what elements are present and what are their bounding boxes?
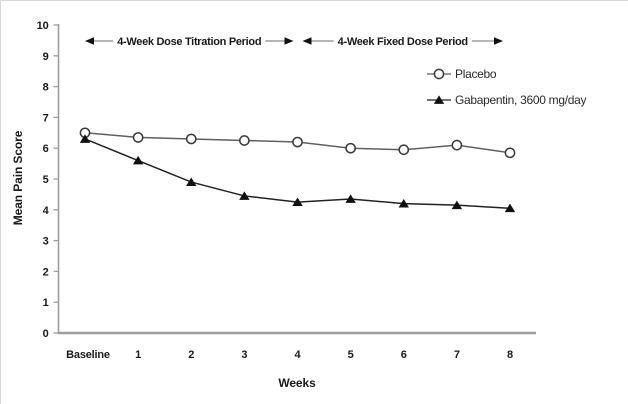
arrow-right-icon [494,37,503,45]
marker-filled-triangle-icon [345,194,356,203]
legend-label: Placebo [455,67,497,81]
legend-label: Gabapentin, 3600 mg/day [455,93,586,107]
x-tick-label: 4 [295,349,302,361]
marker-filled-triangle-icon [292,197,303,206]
marker-open-circle-icon [398,144,410,156]
marker-open-circle-icon [132,132,144,143]
marker-open-circle-icon [451,139,463,151]
y-tick-label: 1 [43,297,49,309]
marker-open-circle-icon [185,133,197,145]
marker-open-circle-icon [292,136,303,148]
y-tick-label: 8 [43,82,49,94]
x-tick-label: Baseline [66,349,110,361]
x-tick-label: 1 [135,349,141,361]
y-tick-label: 7 [43,112,49,124]
marker-filled-triangle-icon [132,155,144,165]
legend-item-placebo: Placebo [427,67,497,81]
marker-filled-triangle-icon [79,134,91,143]
x-tick-label: 2 [188,349,194,361]
legend: Placebo Gabapentin, 3600 mg/day [427,67,587,107]
annotation-label-fixed: 4-Week Fixed Dose Period [338,36,468,48]
series-gabapentin [79,134,516,213]
marker-open-circle-icon [239,135,250,146]
y-tick-label: 6 [43,143,49,155]
y-tick-label: 4 [43,205,50,217]
marker-open-circle-icon [504,147,516,159]
marker-filled-triangle-icon [451,200,463,210]
x-tick-label: 6 [401,349,407,361]
x-tick-label: 8 [507,349,513,361]
marker-open-circle-icon [345,142,356,154]
y-tick-label: 0 [43,328,49,340]
x-axis-title: Weeks [278,376,316,390]
y-tick-label: 2 [43,266,49,278]
arrow-right-icon [284,37,294,45]
marker-filled-triangle-icon [186,177,197,186]
x-tick-label: 3 [241,349,247,361]
annotation-label-titration: 4-Week Dose Titration Period [117,36,261,48]
y-tick-label: 5 [43,174,49,186]
y-tick-label: 3 [43,236,49,248]
y-tick-label: 10 [37,20,49,32]
marker-filled-triangle-icon [504,203,516,213]
annotation-arrow-titration: 4-Week Dose Titration Period [85,34,294,48]
arrow-left-icon [302,37,312,45]
series-placebo [79,127,516,159]
marker-filled-triangle-icon [239,191,250,200]
legend-filled-triangle-icon [433,95,445,104]
legend-item-gabapentin: Gabapentin, 3600 mg/day [427,93,587,107]
legend-open-circle-icon [433,68,445,80]
marker-filled-triangle-icon [398,199,409,208]
annotation-label-bg [333,34,472,48]
annotation-label-bg [113,34,266,48]
x-tick-label: 7 [454,349,460,361]
annotation-arrow-fixed: 4-Week Fixed Dose Period [302,34,503,48]
y-tick-label: 9 [43,51,49,63]
x-tick-label: 5 [348,349,354,361]
y-axis-title: Mean Pain Score [11,130,25,225]
arrow-left-icon [85,37,94,45]
